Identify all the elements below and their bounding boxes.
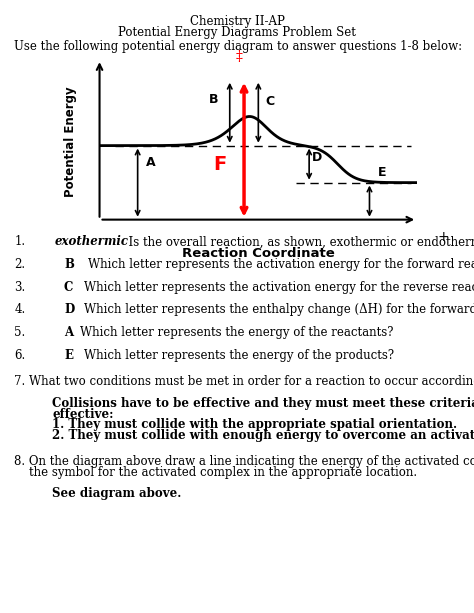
Text: +: + <box>438 230 449 244</box>
Text: B: B <box>64 258 74 271</box>
Text: Collisions have to be effective and they must meet these criteria in order to be: Collisions have to be effective and they… <box>52 397 474 409</box>
Text: the symbol for the activated complex in the appropriate location.: the symbol for the activated complex in … <box>14 466 417 479</box>
Text: Potential Energy Diagrams Problem Set: Potential Energy Diagrams Problem Set <box>118 26 356 39</box>
Text: Is the overall reaction, as shown, exothermic or endothermic?: Is the overall reaction, as shown, exoth… <box>121 235 474 248</box>
Text: A: A <box>146 156 155 169</box>
Text: 2. They must collide with enough energy to overcome an activation barrier (activ: 2. They must collide with enough energy … <box>52 429 474 442</box>
Text: D: D <box>312 151 322 164</box>
Text: Which letter represents the energy of the reactants?: Which letter represents the energy of th… <box>80 326 393 339</box>
Text: 1.: 1. <box>14 235 25 248</box>
Text: Potential Energy: Potential Energy <box>64 86 77 197</box>
Text: 2.: 2. <box>14 258 25 271</box>
Text: C: C <box>64 281 73 294</box>
Text: F: F <box>214 155 227 174</box>
Text: 1. They must collide with the appropriate spatial orientation.: 1. They must collide with the appropriat… <box>52 418 457 431</box>
Text: 5.: 5. <box>14 326 26 339</box>
Text: Which letter represents the energy of the products?: Which letter represents the energy of th… <box>84 349 394 362</box>
Text: 7. What two conditions must be met in order for a reaction to occur according to: 7. What two conditions must be met in or… <box>14 375 474 388</box>
Text: Reaction Coordinate: Reaction Coordinate <box>182 247 335 260</box>
Text: D: D <box>64 303 74 316</box>
Text: 3.: 3. <box>14 281 26 294</box>
Text: Chemistry II-AP: Chemistry II-AP <box>190 15 284 28</box>
Text: 8. On the diagram above draw a line indicating the energy of the activated compl: 8. On the diagram above draw a line indi… <box>14 455 474 468</box>
Text: B: B <box>209 93 219 105</box>
Text: C: C <box>265 95 274 109</box>
Text: E: E <box>64 349 73 362</box>
Text: Which letter represents the enthalpy change (ΔH) for the forward reaction?: Which letter represents the enthalpy cha… <box>84 303 474 316</box>
Text: Use the following potential energy diagram to answer questions 1-8 below:: Use the following potential energy diagr… <box>14 40 462 53</box>
Text: 4.: 4. <box>14 303 26 316</box>
Text: ‡: ‡ <box>236 50 243 64</box>
Text: Which letter represents the activation energy for the reverse reaction?: Which letter represents the activation e… <box>84 281 474 294</box>
Text: A: A <box>64 326 73 339</box>
Text: E: E <box>378 166 386 178</box>
Text: 6.: 6. <box>14 349 26 362</box>
Text: Which letter represents the activation energy for the forward reaction?: Which letter represents the activation e… <box>88 258 474 271</box>
Text: exothermic: exothermic <box>55 235 128 248</box>
Text: effective:: effective: <box>52 408 114 421</box>
Text: See diagram above.: See diagram above. <box>52 487 182 500</box>
